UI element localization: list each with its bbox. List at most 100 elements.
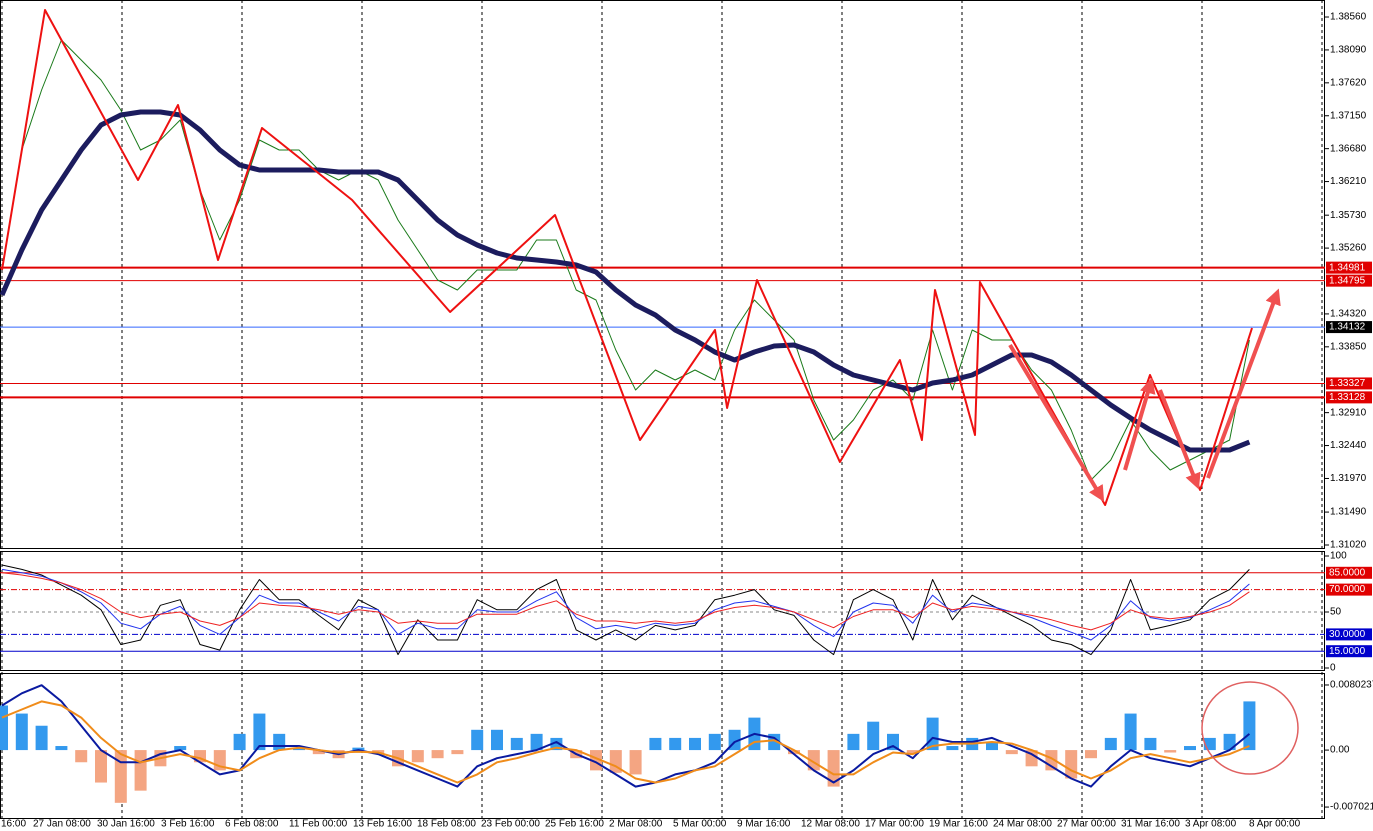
- histogram-bar: [887, 733, 899, 751]
- y-tick-label: 0.0080237: [1330, 680, 1373, 691]
- histogram-bar: [1164, 750, 1177, 753]
- histogram-bar: [986, 741, 998, 751]
- x-tick-label: 23 Feb 00:00: [481, 819, 540, 830]
- y-tick-label: -0.007021: [1330, 802, 1373, 813]
- y-tick-label: 0: [1330, 663, 1336, 674]
- level-label-box: [1326, 261, 1372, 274]
- level-label: 15.0000: [1329, 646, 1366, 657]
- x-tick-label: 17 Mar 00:00: [865, 819, 924, 830]
- histogram-bar: [1085, 750, 1097, 759]
- series-line: [1, 572, 1250, 631]
- level-label: 85.0000: [1329, 567, 1366, 578]
- histogram-bar: [847, 733, 860, 751]
- y-tick-label: 1.32910: [1330, 407, 1367, 418]
- histogram-bar: [530, 733, 543, 751]
- histogram-bar: [946, 746, 959, 751]
- histogram-bar: [1104, 737, 1117, 751]
- level-label-box: [1326, 566, 1372, 579]
- level-label-box: [1326, 583, 1372, 596]
- y-tick-label: 0.00: [1330, 745, 1350, 756]
- histogram-bar: [550, 737, 563, 751]
- x-tick-label: 31 Mar 16:00: [1121, 819, 1180, 830]
- histogram-bar: [411, 750, 424, 763]
- level-label: 1.33128: [1329, 392, 1366, 403]
- level-label: 70.0000: [1329, 584, 1366, 595]
- highlight-circle: [1201, 681, 1299, 775]
- histogram-bar: [708, 733, 721, 751]
- histogram-bar: [55, 746, 68, 751]
- y-tick-label: 1.35260: [1330, 243, 1367, 254]
- histogram-bar: [451, 750, 464, 755]
- histogram-bar: [1025, 750, 1038, 767]
- x-tick-label: 25 Feb 16:00: [545, 819, 604, 830]
- histogram-bar: [114, 750, 127, 803]
- histogram-bar: [0, 705, 8, 751]
- histogram-bar: [906, 750, 919, 755]
- x-tick-label: 16:00: [1, 819, 26, 830]
- histogram-bar: [1065, 750, 1078, 779]
- histogram-bar: [15, 713, 28, 751]
- series-line: [1, 564, 1250, 656]
- histogram-bar: [1243, 701, 1256, 751]
- y-tick-label: 1.34320: [1330, 309, 1367, 320]
- annotations: [1008, 288, 1299, 775]
- histogram-bar: [827, 750, 840, 787]
- x-tick-label: 12 Mar 08:00: [801, 819, 860, 830]
- histogram-bar: [233, 733, 246, 751]
- histogram-bar: [134, 750, 147, 791]
- x-tick-label: 27 Jan 08:00: [33, 819, 91, 830]
- level-label-box: [1326, 645, 1372, 658]
- x-tick-label: 27 Mar 00:00: [1057, 819, 1116, 830]
- histogram-bar: [293, 747, 305, 751]
- x-tick-label: 24 Mar 08:00: [993, 819, 1052, 830]
- series-line: [1, 39, 1250, 481]
- histogram-bar: [431, 750, 444, 759]
- x-tick-label: 18 Feb 08:00: [417, 819, 476, 830]
- level-label: 1.33327: [1329, 378, 1366, 389]
- x-tick-label: 3 Feb 16:00: [161, 819, 215, 830]
- time-grid: [1, 0, 1323, 818]
- level-label-box: [1326, 377, 1372, 390]
- x-tick-label: 8 Apr 00:00: [1249, 819, 1301, 830]
- series-line: [1, 684, 1251, 788]
- series-line: [1, 9, 1253, 506]
- level-label-box: [1326, 391, 1372, 404]
- histogram-bar: [491, 729, 503, 751]
- y-tick-label: 100: [1330, 551, 1347, 562]
- histogram-bar: [174, 746, 187, 751]
- x-tick-label: 13 Feb 16:00: [353, 819, 412, 830]
- x-tick-label: 3 Apr 08:00: [1185, 819, 1237, 830]
- histogram-bar: [1124, 713, 1137, 751]
- histogram-bar: [471, 729, 484, 751]
- histogram-bar: [669, 737, 682, 751]
- y-tick-label: 1.36210: [1330, 176, 1367, 187]
- arrow: [1008, 343, 1105, 502]
- x-tick-label: 5 Mar 00:00: [673, 819, 727, 830]
- histogram-bar: [95, 750, 107, 783]
- pane-frame: [0, 0, 1325, 549]
- histogram-bar: [867, 721, 880, 751]
- y-tick-label: 1.33850: [1330, 341, 1367, 352]
- arrow: [1123, 377, 1156, 471]
- pane-frame: [0, 551, 1325, 671]
- histogram-bar: [352, 747, 365, 751]
- histogram-bar: [1144, 737, 1157, 751]
- level-label: 1.34795: [1329, 275, 1366, 286]
- y-tick-label: 1.31020: [1330, 540, 1367, 551]
- x-tick-label: 9 Mar 16:00: [737, 819, 791, 830]
- histogram-bar: [75, 750, 88, 763]
- y-tick-label: 1.31490: [1330, 507, 1367, 518]
- histogram-bar: [1184, 746, 1196, 751]
- histogram-bar: [510, 737, 523, 751]
- histogram-bar: [312, 750, 325, 755]
- x-tick-label: 30 Jan 16:00: [97, 819, 155, 830]
- histogram-bar: [689, 737, 701, 751]
- level-label: 1.34132: [1329, 322, 1366, 333]
- histogram-bar: [649, 737, 662, 751]
- x-tick-label: 6 Feb 08:00: [225, 819, 279, 830]
- level-label-box: [1326, 628, 1372, 641]
